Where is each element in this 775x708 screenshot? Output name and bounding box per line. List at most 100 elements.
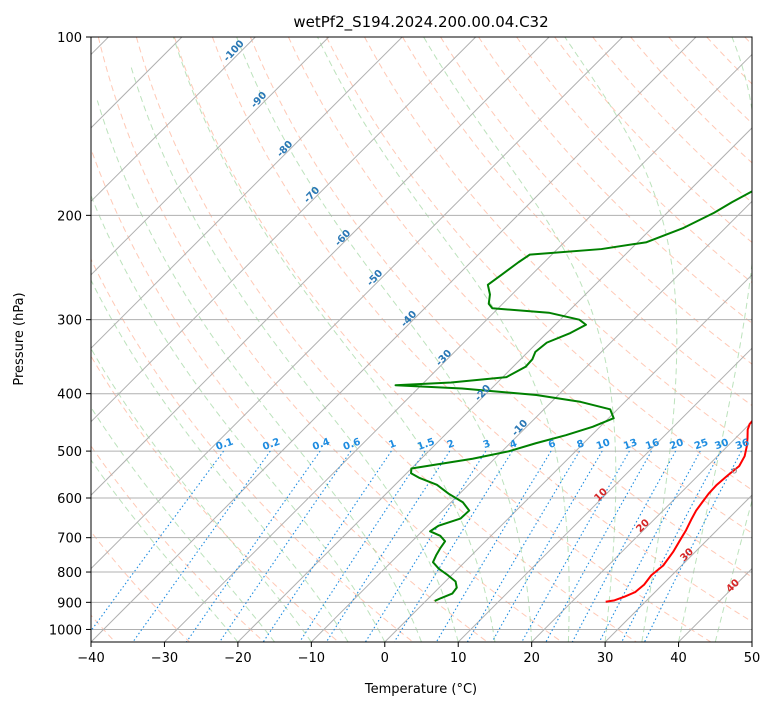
moist-adiabat-line: [564, 37, 678, 642]
moist-adiabat-line: [91, 279, 349, 642]
mixing-ratio-line: [393, 450, 513, 642]
x-tick-label: −20: [224, 651, 251, 666]
moist-adiabat-line: [423, 37, 617, 642]
moist-adiabat-line: [714, 498, 752, 642]
x-tick-label: −40: [77, 651, 104, 666]
lcl-marker: o: [731, 465, 737, 476]
dry-adiabat-line: [211, 37, 752, 623]
isotherm-line: [91, 37, 256, 203]
x-tick-label: 0: [381, 651, 389, 666]
mixing-ratio-label: 25: [693, 437, 710, 452]
x-tick-label: −10: [298, 651, 325, 666]
mixing-ratio-line: [571, 450, 677, 642]
mixing-ratio-line: [262, 450, 392, 642]
isotherm-line: [91, 37, 330, 276]
moist-adiabat-line: [91, 459, 239, 642]
mixing-ratio-line: [219, 450, 352, 642]
y-tick-label: 800: [57, 566, 82, 581]
mixing-ratio-line: [521, 450, 630, 642]
moist-adiabat-line: [317, 37, 570, 642]
x-tick-label: 10: [450, 651, 467, 666]
plot-area: o-100-90-80-70-60-50-40-30-20-1010203040…: [49, 31, 760, 666]
plot-frame: [90, 36, 753, 643]
dry-adiabat-line: [326, 37, 752, 491]
mixing-ratio-line: [621, 450, 722, 642]
x-tick-label: 50: [744, 651, 761, 666]
x-axis-label: Temperature (°C): [364, 682, 477, 697]
mixing-ratio-label: 2: [446, 438, 456, 451]
dry-adiabat-line: [91, 445, 265, 642]
isotherm-line: [91, 37, 697, 642]
x-tick-label: −30: [151, 651, 178, 666]
dry-adiabat-line: [249, 37, 752, 578]
x-tick-label: 30: [597, 651, 614, 666]
y-tick-label: 200: [57, 209, 82, 224]
dry-adiabat-line: [173, 37, 712, 642]
dry-adiabat-line: [97, 37, 563, 642]
sounding-trace: [605, 419, 752, 603]
mixing-ratio-line: [598, 450, 701, 642]
mixing-ratio-label: 4: [508, 438, 518, 451]
mixing-ratio-line: [186, 450, 321, 642]
dry-adiabat-line: [402, 37, 752, 407]
isotherm-line: [91, 37, 477, 423]
isobars: [91, 37, 752, 630]
y-tick-label: 900: [57, 596, 82, 611]
y-tick-label: 700: [57, 532, 82, 547]
moist-adiabat-line: [678, 37, 752, 642]
dry-adiabat-line: [287, 37, 752, 534]
dry-adiabat-line: [478, 37, 752, 324]
y-tick-label: 300: [57, 314, 82, 329]
isotherms: [91, 37, 752, 642]
mixing-ratio-label: 20: [668, 437, 685, 452]
mixing-ratio-label: 6: [547, 438, 557, 451]
mixing-ratio-label: 16: [644, 437, 661, 452]
y-tick-label: 100: [57, 31, 82, 46]
isotherm-line: [91, 37, 623, 570]
x-tick-label: 20: [523, 651, 540, 666]
moist-adiabat-line: [96, 100, 422, 642]
isotherm-line: [384, 274, 752, 642]
y-axis-label: Pressure (hPa): [12, 292, 27, 385]
mixing-ratio-label: 13: [622, 437, 639, 452]
sounding-traces: o: [394, 190, 752, 603]
isotherm-line: [531, 420, 752, 642]
x-tick-label: 40: [670, 651, 687, 666]
y-tick-label: 500: [57, 445, 82, 460]
plot-content: o-100-90-80-70-60-50-40-30-20-1010203040…: [91, 37, 752, 642]
x-axis-ticks: −40 −30 −20 −10 0 10 20 30 40 50: [77, 642, 760, 666]
y-tick-label: 400: [57, 388, 82, 403]
isotherm-line: [164, 53, 752, 642]
isotherm-line: [604, 494, 752, 642]
isotherm-line: [310, 200, 752, 642]
moist-adiabat-line: [130, 66, 459, 642]
dry-adiabat-line: [91, 355, 339, 642]
y-tick-label: 1000: [49, 623, 82, 638]
isotherm-line: [91, 37, 403, 349]
dry-adiabats: [91, 37, 752, 642]
mixing-ratio-label: 8: [576, 438, 586, 451]
sounding-trace: [394, 190, 752, 602]
isotherm-line: [237, 127, 752, 642]
mixing-ratio-label: 1: [387, 438, 397, 451]
mixing-ratio-lines: [91, 450, 742, 642]
mixing-ratio-line: [299, 450, 426, 642]
moist-adiabat-line: [172, 37, 496, 642]
mixing-ratio-label: 10: [595, 437, 612, 452]
mixing-ratio-line: [91, 450, 225, 632]
isotherm-line: [457, 347, 752, 642]
y-tick-label: 600: [57, 492, 82, 507]
isotherm-line: [91, 37, 550, 496]
mixing-ratio-label: 36: [734, 437, 751, 452]
dry-adiabat-line: [135, 37, 637, 642]
mixing-ratio-label: 30: [713, 437, 730, 452]
dry-adiabat-line: [91, 147, 488, 642]
y-axis-ticks: 100 200 300 400 500 600 700 800 900 1000: [49, 31, 91, 638]
mixing-ratio-line: [491, 450, 603, 642]
moist-adiabat-line: [91, 406, 276, 642]
mixing-ratio-line: [545, 450, 652, 642]
mixing-ratio-label: 3: [482, 438, 492, 451]
chart-title: wetPf2_S194.2024.200.00.04.C32: [293, 13, 548, 32]
